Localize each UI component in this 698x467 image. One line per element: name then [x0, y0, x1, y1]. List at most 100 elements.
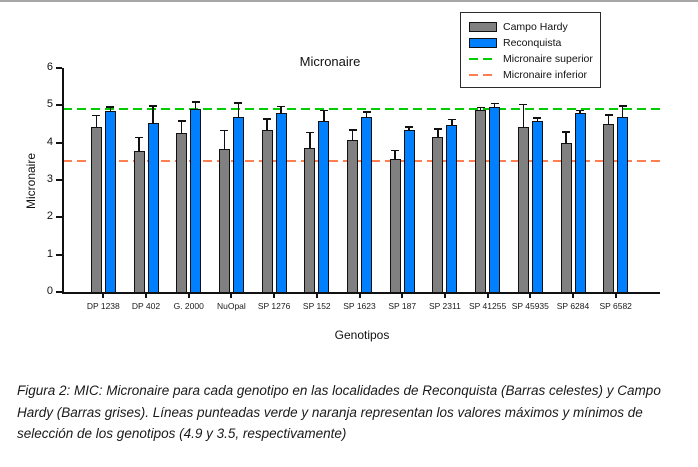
legend-dashed-line-green	[469, 57, 497, 60]
bar-reconquista	[403, 130, 415, 292]
top-divider	[0, 0, 698, 2]
x-tick	[145, 294, 147, 298]
error-bar-cap	[519, 103, 528, 106]
bar-reconquista	[190, 109, 202, 292]
bar-reconquista	[147, 122, 159, 292]
error-bar-cap	[391, 149, 400, 151]
x-tick-label: SP 2311	[428, 301, 461, 311]
bar-campo-hardy	[347, 140, 358, 292]
legend-label: Micronaire superior	[503, 52, 593, 65]
y-tick	[56, 67, 62, 69]
y-tick-label: 5	[46, 98, 53, 111]
error-bar	[109, 107, 112, 111]
error-bar	[309, 132, 311, 149]
error-bar	[280, 106, 282, 113]
error-bar-cap	[305, 131, 314, 134]
error-bar	[565, 132, 567, 144]
error-bar	[351, 130, 354, 141]
error-bar	[266, 119, 268, 131]
x-tick-label: SP 6582	[599, 301, 632, 311]
y-tick	[56, 291, 62, 293]
error-bar-cap	[106, 106, 115, 108]
error-bar-cap	[490, 102, 499, 105]
x-tick	[486, 294, 489, 298]
x-tick	[102, 294, 105, 298]
bar-campo-hardy	[475, 109, 487, 292]
error-bar	[451, 119, 453, 125]
x-tick	[443, 294, 446, 298]
x-tick	[230, 294, 233, 298]
error-bar-cap	[263, 118, 272, 120]
x-tick-label: SP 41255	[469, 301, 507, 311]
legend-dashed-line-orange	[469, 73, 497, 76]
error-bar	[607, 115, 610, 125]
legend: Campo Hardy Reconquista Micronaire super…	[460, 12, 601, 88]
error-bar-cap	[234, 102, 243, 104]
error-bar	[493, 103, 496, 108]
y-tick-label: 6	[46, 61, 53, 73]
error-bar	[479, 107, 482, 110]
error-bar	[223, 130, 226, 150]
y-tick-label: 0	[46, 285, 53, 297]
x-tick	[315, 294, 318, 298]
x-tick-label: NuOpal	[216, 301, 246, 311]
error-bar-cap	[92, 114, 101, 117]
legend-label: Reconquista	[503, 36, 562, 49]
error-bar	[394, 150, 396, 160]
legend-label: Campo Hardy	[503, 20, 568, 33]
bar-campo-hardy	[261, 130, 273, 292]
bar-campo-hardy	[133, 150, 145, 292]
x-tick	[358, 294, 361, 298]
y-axis-label: Micronaire	[24, 152, 38, 210]
error-bar	[152, 106, 154, 123]
error-bar	[579, 110, 581, 114]
error-bar	[237, 103, 240, 118]
x-tick	[529, 294, 532, 298]
x-tick-label: SP 187	[388, 301, 417, 311]
y-tick-label: 3	[46, 173, 53, 185]
bar-reconquista	[232, 117, 244, 292]
bar-reconquista	[104, 110, 116, 292]
error-bar-cap	[319, 109, 328, 112]
y-tick	[56, 104, 62, 107]
error-bar-cap	[618, 105, 627, 107]
x-tick	[273, 294, 276, 298]
error-bar	[621, 106, 624, 118]
x-axis-line	[62, 292, 660, 294]
x-tick-label: SP 45935	[511, 301, 549, 311]
y-tick	[56, 253, 62, 256]
bar-reconquista	[617, 117, 629, 292]
x-tick-label: G. 2000	[173, 301, 204, 311]
y-axis-line	[62, 68, 64, 294]
y-tick	[56, 179, 62, 181]
error-bar-cap	[362, 111, 371, 113]
error-bar	[536, 118, 539, 121]
x-tick	[187, 294, 190, 298]
error-bar	[437, 129, 439, 137]
x-tick	[572, 294, 574, 298]
legend-item-micronaire-inferior: Micronaire inferior	[469, 68, 592, 81]
error-bar	[408, 127, 410, 131]
bar-reconquista	[318, 121, 330, 292]
x-tick	[614, 294, 617, 298]
error-bar-cap	[604, 114, 613, 116]
error-bar-cap	[447, 118, 456, 121]
x-tick	[401, 294, 404, 298]
y-tick-label: 1	[46, 247, 53, 260]
legend-label: Micronaire inferior	[503, 68, 588, 81]
error-bar-cap	[476, 106, 485, 109]
error-bar	[522, 104, 525, 128]
bar-campo-hardy	[517, 127, 529, 292]
y-tick-label: 4	[46, 135, 53, 148]
error-bar-cap	[348, 129, 357, 131]
error-bar-cap	[576, 109, 584, 112]
legend-swatch-reconquista	[469, 37, 497, 48]
y-tick	[56, 216, 62, 219]
error-bar-cap	[220, 129, 229, 132]
x-tick-label: SP 1276	[257, 301, 291, 311]
bar-campo-hardy	[560, 143, 572, 292]
legend-swatch-campo-hardy	[469, 21, 497, 32]
figure-caption: Figura 2: MIC: Micronaire para cada geno…	[17, 383, 661, 442]
y-tick-label: 2	[46, 210, 53, 223]
